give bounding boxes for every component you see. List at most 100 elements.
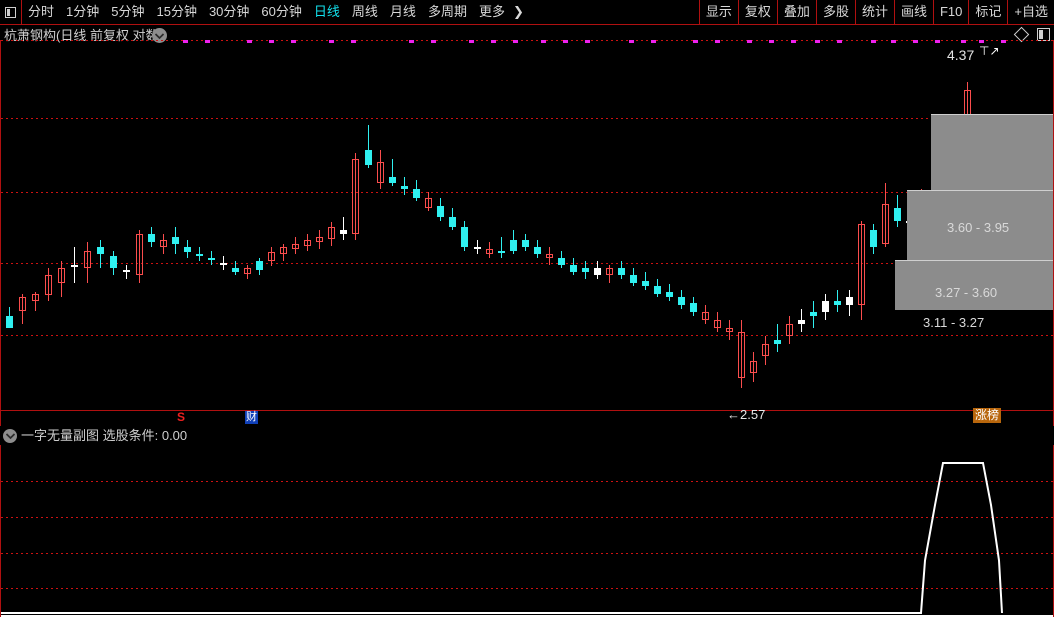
action-f10[interactable]: F10 [932, 0, 968, 24]
candle-body [303, 240, 311, 246]
price-low-label: ←2.57 [727, 407, 766, 422]
range-box-1 [931, 114, 1053, 190]
magenta-dot [351, 40, 356, 43]
magenta-dot [541, 40, 546, 43]
candle-body [545, 254, 553, 258]
gridline-0 [1, 40, 1053, 41]
magenta-dot [979, 40, 984, 43]
period-daily[interactable]: 日线 [313, 4, 340, 19]
candle [857, 40, 865, 426]
period-30min[interactable]: 30分钟 [208, 4, 250, 19]
candle-body [315, 237, 323, 242]
magenta-dot [291, 40, 296, 43]
candle [460, 40, 468, 426]
candle-body [279, 247, 287, 254]
candle-wick [294, 237, 296, 254]
toolbar-action-group: 显示 复权 叠加 多股 统计 画线 F10 标记 +自选 [698, 0, 1054, 24]
candle-wick [60, 261, 62, 297]
period-weekly[interactable]: 周线 [351, 4, 378, 19]
candle-body [797, 320, 805, 324]
action-multistock[interactable]: 多股 [815, 0, 855, 24]
range-label-1: 3.60 - 3.95 [947, 220, 1010, 235]
magenta-dot [1001, 40, 1006, 43]
magenta-dot [409, 40, 414, 43]
candle-wick [716, 312, 718, 332]
candle [83, 40, 91, 426]
period-60min[interactable]: 60分钟 [261, 4, 302, 19]
candle-body [845, 297, 853, 305]
candle-body [725, 328, 733, 332]
candle [689, 40, 697, 426]
period-15min[interactable]: 15分钟 [156, 4, 197, 19]
sub-panel-title: 一字无量副图 选股条件: 0.00 [21, 428, 188, 443]
candle-body [109, 256, 117, 268]
candle [109, 40, 117, 426]
candle-wick [860, 221, 862, 320]
action-statistics[interactable]: 统计 [854, 0, 894, 24]
candle-body [581, 268, 589, 272]
candle [545, 40, 553, 426]
action-display[interactable]: 显示 [698, 0, 738, 24]
candle [339, 40, 347, 426]
sub-gridline-3 [1, 588, 1053, 589]
candle [231, 40, 239, 426]
range-box-2 [907, 190, 1053, 260]
candle-wick [306, 234, 308, 251]
candle-body [509, 240, 517, 251]
action-add-watchlist[interactable]: +自选 [1007, 0, 1054, 24]
sub-indicator-chart[interactable] [0, 445, 1054, 617]
candle-wick [427, 192, 429, 211]
chevron-down-icon[interactable] [3, 429, 17, 443]
candle [809, 40, 817, 426]
candle [593, 40, 601, 426]
action-drawline[interactable]: 画线 [893, 0, 933, 24]
candle-wick [379, 150, 381, 189]
period-more[interactable]: 更多 [478, 4, 505, 19]
candle [797, 40, 805, 426]
sell-signal-marker[interactable]: S [177, 410, 186, 424]
panel-toggle-icon[interactable] [0, 0, 22, 24]
main-candlestick-chart[interactable]: 3.60 - 3.95 3.27 - 3.60 3.11 - 3.27 4.37… [0, 40, 1054, 426]
candle-wick [354, 153, 356, 240]
gridline-3 [1, 263, 1053, 264]
chevron-down-icon[interactable] [152, 28, 167, 43]
finance-event-marker[interactable]: 财 [245, 411, 258, 424]
candle-wick [330, 222, 332, 246]
chevron-right-icon[interactable]: ❯ [512, 4, 524, 19]
magenta-dot [431, 40, 436, 43]
candle-body [195, 254, 203, 256]
magenta-dot [513, 40, 518, 43]
candle-body [653, 286, 661, 294]
candle-wick [138, 230, 140, 283]
candle-body [773, 340, 781, 344]
candle [785, 40, 793, 426]
rank-badge[interactable]: 涨榜 [973, 408, 1002, 423]
period-5min[interactable]: 5分钟 [111, 4, 145, 19]
panel-glyph [5, 6, 16, 18]
magenta-dot [715, 40, 720, 43]
period-monthly[interactable]: 月线 [389, 4, 416, 19]
sub-panel-header: 一字无量副图 选股条件: 0.00 [0, 427, 1054, 445]
candle-body [665, 292, 673, 297]
candle-body [629, 275, 637, 283]
period-1min[interactable]: 1分钟 [66, 4, 100, 19]
magenta-dot [837, 40, 842, 43]
period-multi[interactable]: 多周期 [427, 4, 467, 19]
candle-wick [548, 247, 550, 265]
candle-wick [318, 230, 320, 249]
candle-body [18, 297, 26, 311]
candle [641, 40, 649, 426]
candle [605, 40, 613, 426]
candle-body [569, 265, 577, 272]
magenta-dot [747, 40, 752, 43]
range-label-3: 3.11 - 3.27 [923, 315, 985, 330]
action-mark[interactable]: 标记 [968, 0, 1007, 24]
page-title: 杭萧钢构(日线 前复权 对数) [4, 28, 163, 43]
magenta-dot [871, 40, 876, 43]
action-overlay[interactable]: 叠加 [776, 0, 816, 24]
candle-wick [884, 183, 886, 247]
candle-wick [282, 244, 284, 261]
period-fenshi[interactable]: 分时 [28, 4, 55, 19]
candle-body [364, 150, 372, 165]
action-adjust[interactable]: 复权 [737, 0, 777, 24]
